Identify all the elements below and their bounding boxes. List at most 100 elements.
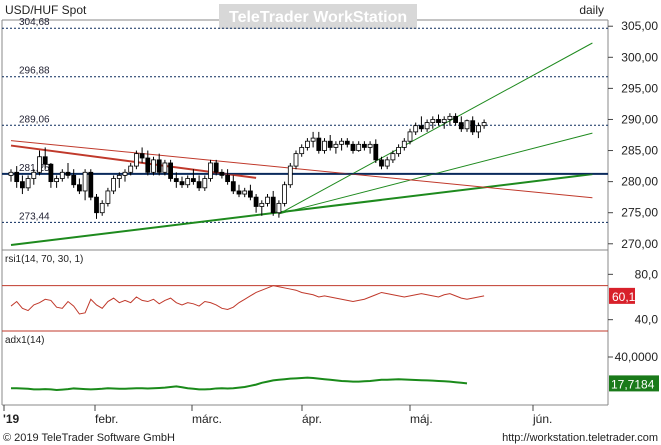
- candle-body: [202, 178, 208, 189]
- instrument-title: USD/HUF Spot: [5, 3, 87, 17]
- candle: [151, 156, 156, 176]
- candle-body: [259, 202, 265, 207]
- candle-body: [384, 159, 390, 167]
- candle: [116, 172, 122, 188]
- candle-body: [25, 178, 31, 189]
- candle: [8, 169, 14, 182]
- candle: [48, 162, 54, 188]
- candle: [418, 116, 424, 132]
- candle-body: [77, 184, 82, 192]
- candle-body: [447, 115, 453, 120]
- source-url[interactable]: http://workstation.teletrader.com: [502, 432, 658, 444]
- candle: [162, 159, 168, 176]
- watermark-product: WorkStation: [313, 9, 407, 26]
- candle-body: [156, 159, 162, 173]
- candle-body: [453, 115, 459, 123]
- candle: [373, 139, 379, 163]
- interval-label[interactable]: daily: [579, 3, 604, 17]
- candle: [276, 200, 282, 218]
- candle-body: [65, 171, 71, 176]
- candle-body: [390, 153, 396, 161]
- candle-body: [247, 190, 253, 198]
- candle-body: [373, 143, 379, 161]
- candle: [293, 150, 299, 170]
- rsi-last-value: 60,1: [612, 290, 636, 304]
- candle-body: [94, 196, 99, 214]
- candle-body: [54, 178, 59, 183]
- candle: [247, 184, 253, 201]
- candle-body: [464, 120, 470, 130]
- price-tick-label: 280,00: [621, 175, 658, 189]
- candle: [379, 156, 384, 170]
- candle-body: [424, 122, 430, 130]
- candle-body: [168, 162, 174, 179]
- candle-body: [287, 165, 293, 186]
- candle-body: [82, 171, 88, 192]
- candle: [105, 187, 111, 207]
- candle-body: [396, 147, 402, 155]
- candle: [287, 162, 293, 188]
- candle-body: [208, 162, 213, 179]
- candle: [185, 175, 191, 188]
- candle: [230, 175, 236, 195]
- candle: [59, 169, 65, 182]
- candle-body: [42, 156, 48, 165]
- rsi-indicator: 80,0 40,0 60,1: [2, 267, 658, 332]
- candle: [219, 169, 225, 179]
- candle: [139, 147, 145, 163]
- candle-body: [185, 178, 191, 186]
- trendline-support-long[interactable]: [10, 173, 593, 247]
- candle: [179, 176, 185, 188]
- candle: [333, 141, 339, 154]
- candle: [424, 119, 430, 132]
- candle: [225, 169, 231, 185]
- candle: [168, 159, 174, 182]
- level-label: 296,88: [19, 66, 50, 77]
- trendline-support-steep[interactable]: [278, 42, 593, 215]
- candle-body: [276, 202, 282, 214]
- adx-panel[interactable]: [1, 331, 609, 406]
- candle: [242, 187, 248, 198]
- candle-body: [236, 190, 242, 195]
- candle-body: [230, 181, 236, 192]
- candle-body: [413, 125, 419, 133]
- rsi-title: rsi1(14, 70, 30, 1): [5, 254, 83, 265]
- candle: [25, 175, 31, 191]
- level-label: 304,68: [19, 17, 50, 28]
- candle-body: [8, 171, 14, 176]
- candle-body: [48, 163, 54, 183]
- candle: [65, 162, 71, 179]
- candle-body: [470, 120, 476, 133]
- candle: [475, 122, 481, 139]
- candle-body: [401, 140, 407, 148]
- time-tick-label: máj.: [410, 412, 433, 426]
- candle: [316, 131, 322, 154]
- candle: [344, 138, 350, 148]
- candle: [327, 135, 333, 151]
- candle: [37, 150, 42, 176]
- candle: [270, 190, 276, 216]
- trendline-resistance-long[interactable]: [10, 140, 593, 199]
- adx-line: [11, 376, 468, 392]
- candle: [470, 116, 476, 135]
- candle: [190, 169, 196, 185]
- price-tick-label: 305,00: [621, 19, 658, 33]
- candle: [213, 159, 219, 176]
- candle-body: [253, 196, 259, 207]
- candle: [384, 156, 390, 170]
- candle-body: [270, 196, 276, 214]
- time-tick-label: márc.: [192, 412, 222, 426]
- candle: [88, 169, 94, 201]
- candle: [413, 122, 419, 135]
- candle: [77, 178, 82, 195]
- candle-body: [407, 131, 413, 142]
- candle: [441, 116, 447, 129]
- candle: [407, 128, 413, 145]
- candle-body: [418, 125, 424, 130]
- candle: [111, 175, 116, 195]
- time-tick-label: febr.: [95, 412, 118, 426]
- candle-body: [282, 184, 288, 204]
- candle: [436, 114, 441, 126]
- candle: [282, 181, 288, 207]
- candle: [430, 116, 436, 129]
